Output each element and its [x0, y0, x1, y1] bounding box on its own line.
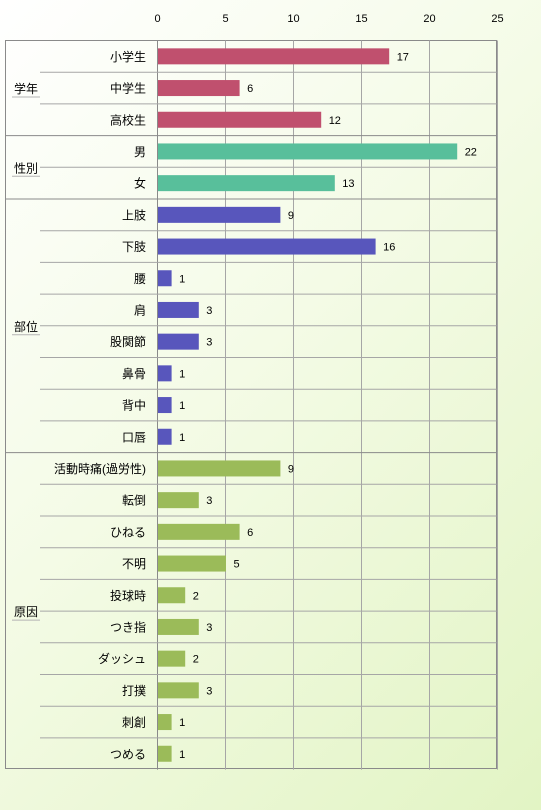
bar	[158, 682, 199, 699]
bar	[158, 333, 199, 350]
group-label: 学年	[14, 81, 38, 96]
bar	[158, 460, 281, 477]
category-label: 転倒	[122, 494, 146, 508]
bar	[158, 143, 458, 160]
bar	[158, 745, 172, 762]
data-label: 2	[193, 654, 199, 666]
data-label: 3	[206, 305, 212, 317]
bar	[158, 206, 281, 223]
category-label: 男	[134, 145, 146, 159]
category-label: 高校生	[110, 112, 146, 127]
data-label: 6	[247, 83, 253, 95]
category-label: 刺創	[122, 716, 146, 730]
data-label: 1	[179, 749, 185, 761]
category-label: 口唇	[122, 430, 146, 444]
category-label: ひねる	[110, 525, 146, 539]
data-label: 17	[397, 51, 409, 63]
bar	[158, 111, 322, 128]
data-label: 3	[206, 337, 212, 349]
data-label: 2	[193, 590, 199, 602]
category-label: 腰	[134, 272, 146, 286]
x-tick-label: 10	[287, 13, 299, 25]
category-label: 打撲	[122, 683, 146, 698]
chart-frame	[5, 40, 497, 769]
category-label: 中学生	[110, 81, 146, 96]
category-label: 不明	[122, 557, 146, 571]
x-tick-label: 20	[423, 13, 435, 25]
x-tick-label: 15	[355, 13, 367, 25]
bar	[158, 714, 172, 731]
category-label: 小学生	[110, 49, 146, 64]
bar	[158, 238, 376, 255]
category-label: 下肢	[122, 239, 146, 254]
bar	[158, 301, 199, 318]
bar	[158, 492, 199, 509]
group-label: 原因	[14, 605, 38, 619]
bar	[158, 270, 172, 287]
category-label: 鼻骨	[122, 366, 146, 381]
group-label: 性別	[14, 161, 38, 175]
bar	[158, 650, 186, 667]
x-axis-ticks: 0 5 10 15 20 25	[154, 13, 503, 25]
data-label: 13	[342, 178, 354, 190]
bar	[158, 175, 335, 192]
gridlines	[157, 40, 498, 770]
data-label: 3	[206, 685, 212, 697]
data-label: 3	[206, 495, 212, 507]
data-label: 6	[247, 527, 253, 539]
bar	[158, 365, 172, 382]
data-label: 1	[179, 273, 185, 285]
bar	[158, 618, 199, 635]
data-label: 5	[234, 559, 240, 571]
category-label: 股関節	[110, 334, 146, 349]
data-label: 22	[465, 146, 477, 158]
bar	[158, 428, 172, 445]
data-label: 12	[329, 115, 341, 127]
category-label: 女	[134, 176, 146, 191]
bar	[158, 48, 390, 65]
data-label: 16	[383, 242, 395, 254]
data-label: 9	[288, 210, 294, 222]
category-label: ダッシュ	[98, 651, 146, 666]
category-label: 投球時	[110, 588, 146, 603]
data-label: 1	[179, 432, 185, 444]
group-label: 部位	[14, 319, 38, 334]
bar	[158, 587, 186, 604]
x-tick-label: 25	[491, 13, 503, 25]
bar	[158, 397, 172, 414]
data-label: 1	[179, 400, 185, 412]
category-label: 活動時痛(過労性)	[54, 461, 146, 476]
data-label: 9	[288, 463, 294, 475]
bar	[158, 523, 240, 540]
data-label: 1	[179, 717, 185, 729]
category-label: 上肢	[122, 207, 146, 222]
x-tick-label: 0	[154, 13, 160, 25]
category-label: 背中	[122, 398, 146, 413]
data-label: 1	[179, 368, 185, 380]
data-label: 3	[206, 622, 212, 634]
category-label: つめる	[110, 747, 146, 761]
bar	[158, 80, 240, 97]
category-label: つき指	[110, 619, 146, 634]
x-tick-label: 5	[222, 13, 228, 25]
category-label: 肩	[134, 302, 146, 317]
bar	[158, 555, 226, 572]
